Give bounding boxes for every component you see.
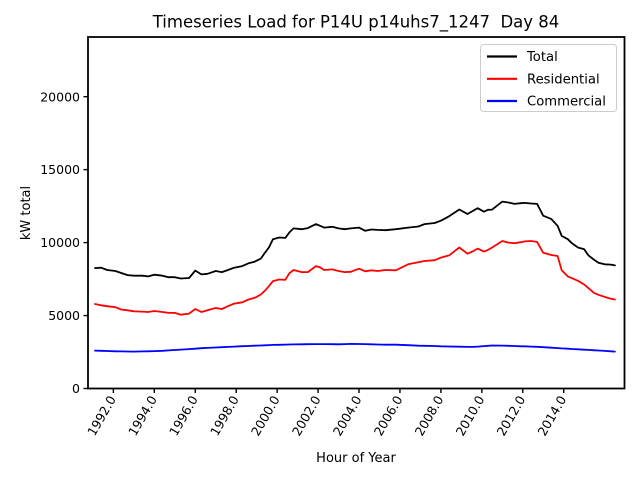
x-tick-label: 2002.0 bbox=[289, 393, 324, 438]
legend-box bbox=[480, 44, 617, 112]
legend-label-total: Total bbox=[526, 50, 558, 65]
x-tick-label: 2000.0 bbox=[248, 393, 283, 438]
series-line-residential bbox=[94, 240, 616, 316]
x-axis-label: Hour of Year bbox=[316, 451, 396, 466]
y-axis-label: kW total bbox=[19, 186, 34, 240]
x-tick-label: 2008.0 bbox=[412, 393, 447, 438]
chart-title: Timeseries Load for P14U p14uhs7_1247 Da… bbox=[152, 13, 560, 33]
x-tick-label: 2006.0 bbox=[371, 393, 406, 438]
y-tick-label: 5000 bbox=[48, 308, 80, 323]
x-tick-label: 1994.0 bbox=[125, 393, 160, 438]
x-tick-label: 1992.0 bbox=[84, 393, 119, 438]
x-tick-label: 2004.0 bbox=[330, 393, 365, 438]
x-tick-label: 1998.0 bbox=[207, 393, 242, 438]
x-tick-label: 2014.0 bbox=[534, 393, 569, 438]
series-line-total bbox=[94, 200, 616, 280]
legend-label-commercial: Commercial bbox=[527, 95, 606, 110]
series-line-commercial bbox=[94, 342, 616, 353]
x-tick-label: 2012.0 bbox=[494, 393, 529, 438]
x-tick-label: 1996.0 bbox=[166, 393, 201, 438]
legend: Total Residential Commercial bbox=[480, 44, 617, 112]
legend-label-residential: Residential bbox=[527, 73, 600, 88]
y-tick-label: 15000 bbox=[40, 162, 80, 177]
x-tick-label: 2010.0 bbox=[453, 393, 488, 438]
y-tick-label: 0 bbox=[72, 381, 80, 396]
y-tick-label: 10000 bbox=[40, 235, 80, 250]
y-tick-label: 20000 bbox=[40, 89, 80, 104]
